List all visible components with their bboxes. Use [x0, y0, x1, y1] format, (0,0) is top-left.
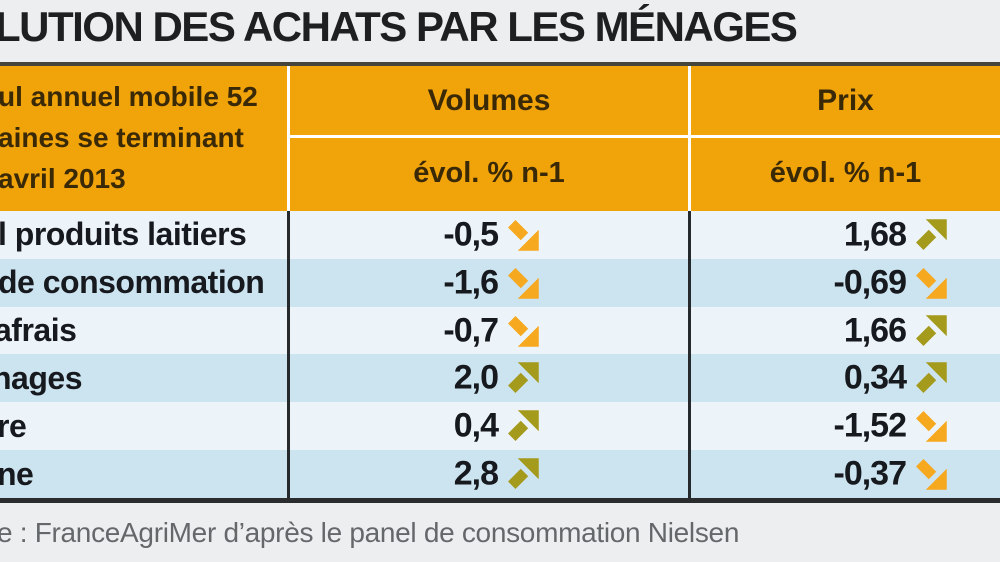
- volume-value-cell: -1,6: [290, 259, 688, 307]
- price-value: -0,37: [833, 454, 907, 493]
- header-vertical-divider: [287, 66, 290, 211]
- volume-value: -0,7: [443, 311, 499, 350]
- trend-arrow-icon: [504, 456, 542, 492]
- price-value: 1,68: [843, 215, 907, 254]
- table-row: ne 2,8 -0,37: [0, 450, 1000, 498]
- row-label-cell: de consommation: [0, 259, 287, 307]
- header-horizontal-divider: [290, 135, 1000, 138]
- volume-value: 2,8: [453, 454, 499, 493]
- trend-arrow-icon: [912, 408, 950, 444]
- volume-value-cell: -0,7: [290, 307, 688, 355]
- price-value: 0,34: [843, 358, 907, 397]
- trend-arrow-icon: [912, 217, 950, 253]
- trend-arrow-icon: [912, 265, 950, 301]
- source-text: e : FranceAgriMer d’après le panel de co…: [0, 517, 740, 548]
- row-label-cell: l produits laitiers: [0, 211, 287, 259]
- header-vertical-divider: [688, 66, 691, 211]
- volume-value-cell: 2,8: [290, 450, 688, 498]
- volume-value: -1,6: [443, 263, 499, 302]
- table-row: re 0,4 -1,52: [0, 402, 1000, 451]
- price-value-cell: -1,52: [694, 402, 1000, 450]
- column-subheader-volumes: évol. % n-1: [413, 157, 565, 189]
- table-row: l produits laitiers -0,5 1,68: [0, 211, 1000, 259]
- table-bottom-border: [0, 498, 1000, 503]
- price-value: 1,66: [843, 311, 907, 350]
- period-line-3: avril 2013: [0, 163, 126, 194]
- volume-value-cell: 2,0: [290, 354, 688, 402]
- table-header: ul annuel mobile 52 aines se terminant a…: [0, 66, 1000, 211]
- trend-arrow-icon: [504, 217, 542, 253]
- period-line-1: ul annuel mobile 52: [0, 81, 258, 112]
- page-title: LUTION DES ACHATS PAR LES MÉNAGES: [0, 3, 798, 50]
- title-bar: LUTION DES ACHATS PAR LES MÉNAGES: [0, 0, 1000, 62]
- trend-arrow-icon: [912, 313, 950, 349]
- trend-arrow-icon: [912, 360, 950, 396]
- row-label: l produits laitiers: [0, 216, 247, 253]
- row-label: de consommation: [0, 264, 265, 301]
- trend-arrow-icon: [912, 456, 950, 492]
- price-value-cell: 0,34: [694, 354, 1000, 402]
- body-vertical-divider: [688, 211, 691, 498]
- trend-arrow-icon: [504, 408, 542, 444]
- trend-arrow-icon: [504, 360, 542, 396]
- row-label-cell: nages: [0, 354, 287, 402]
- price-value-cell: -0,69: [694, 259, 1000, 307]
- period-cell: ul annuel mobile 52 aines se terminant a…: [0, 76, 278, 199]
- volume-value: 0,4: [453, 406, 499, 445]
- trend-arrow-icon: [504, 265, 542, 301]
- price-value-cell: -0,37: [694, 450, 1000, 498]
- volume-value: -0,5: [443, 215, 499, 254]
- price-value-cell: 1,66: [694, 307, 1000, 355]
- table-row: nages 2,0 0,34: [0, 354, 1000, 403]
- table-row: afrais -0,7 1,66: [0, 306, 1000, 355]
- table-body: l produits laitiers -0,5 1,68 de consomm…: [0, 211, 1000, 498]
- row-label-cell: afrais: [0, 307, 287, 355]
- footer: e : FranceAgriMer d’après le panel de co…: [0, 503, 1000, 562]
- row-label: nages: [0, 359, 82, 396]
- title-divider: [0, 62, 1000, 66]
- price-value: -1,52: [833, 406, 907, 445]
- trend-arrow-icon: [504, 313, 542, 349]
- period-line-2: aines se terminant: [0, 122, 244, 153]
- row-label-cell: ne: [0, 450, 287, 498]
- volume-value-cell: 0,4: [290, 402, 688, 450]
- table-row: de consommation -1,6 -0,69: [0, 258, 1000, 307]
- row-label: re: [0, 407, 27, 444]
- row-label: afrais: [0, 312, 77, 349]
- volume-value-cell: -0,5: [290, 211, 688, 259]
- column-subheader-prix: évol. % n-1: [769, 157, 922, 189]
- price-value: -0,69: [833, 263, 907, 302]
- column-header-prix: Prix: [817, 84, 874, 117]
- row-label-cell: re: [0, 402, 287, 450]
- price-value-cell: 1,68: [694, 211, 1000, 259]
- body-vertical-divider: [287, 211, 290, 498]
- row-label: ne: [0, 455, 34, 492]
- volume-value: 2,0: [453, 358, 499, 397]
- column-header-volumes: Volumes: [427, 84, 551, 117]
